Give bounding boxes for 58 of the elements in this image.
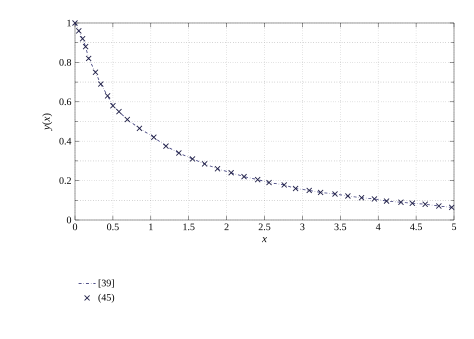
point [116, 108, 122, 115]
x-tick-label: 0 [72, 224, 78, 230]
point [358, 194, 365, 201]
point [124, 116, 130, 123]
point [214, 166, 220, 172]
point [436, 203, 442, 209]
x-tick-label: 0.5 [107, 224, 119, 230]
point [344, 192, 351, 199]
point [448, 204, 455, 210]
point [318, 189, 324, 196]
point [266, 180, 272, 186]
point [190, 156, 196, 162]
point [162, 143, 169, 150]
y-tick-label: 0.6 [59, 98, 72, 106]
point [82, 44, 89, 50]
x-tick-label: 1.5 [183, 224, 195, 230]
point [371, 196, 378, 202]
point [241, 174, 248, 180]
line-series [75, 22, 452, 208]
y-tick-label: 1 [67, 20, 71, 26]
legend-label: (45) [98, 294, 114, 303]
y-tick-label: 0.2 [59, 177, 71, 184]
point [409, 200, 416, 206]
y-tick-label: 0.4 [59, 138, 72, 145]
point [254, 176, 261, 183]
x-tick-label: 4 [376, 224, 381, 230]
x-tick-label: 3 [300, 224, 305, 230]
x-tick-label: 2.5 [258, 224, 270, 230]
point [422, 201, 428, 208]
point [150, 134, 157, 140]
point [202, 160, 208, 167]
point [228, 170, 234, 176]
point [98, 81, 104, 88]
legend-label: [39] [98, 279, 114, 288]
point [80, 36, 86, 42]
y-axis-title: y(x) [42, 113, 52, 131]
point [72, 20, 78, 26]
x-tick-label: 2 [224, 224, 229, 230]
y-tick-label: 0.8 [59, 59, 72, 66]
point [110, 102, 116, 109]
x-tick-label: 3.5 [334, 224, 346, 230]
point [86, 55, 92, 62]
x-tick-label: 1 [149, 224, 153, 230]
point [306, 187, 312, 194]
point [332, 191, 338, 197]
point [384, 198, 390, 204]
x-tick-label: 5 [452, 224, 456, 230]
x-axis-title: x [262, 237, 267, 242]
point [104, 92, 111, 99]
point [292, 185, 299, 192]
point [176, 150, 182, 156]
point [398, 199, 404, 206]
point [92, 69, 98, 76]
point [76, 28, 82, 34]
y-tick-label: 0 [66, 216, 72, 224]
x-tick-label: 4.5 [410, 224, 422, 230]
point [136, 125, 142, 132]
point [281, 182, 288, 188]
